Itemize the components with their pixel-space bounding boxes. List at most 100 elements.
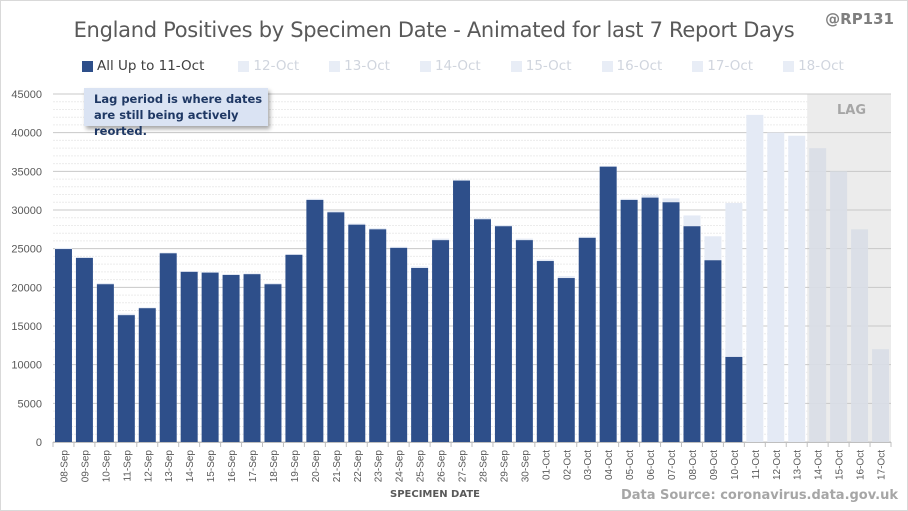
x-tick-label: 28-Sep [478,450,489,483]
x-tick-label: 16-Sep [227,450,238,483]
legend-label: 17-Oct [707,58,754,74]
ghost-bar-16-Oct [851,229,869,442]
bar-19-Sep [285,254,303,442]
x-axis-label: SPECIMEN DATE [390,489,480,500]
y-tick-label: 20000 [11,282,42,294]
x-tick-label: 11-Oct [751,450,762,479]
legend-label: All Up to 11-Oct [97,58,205,74]
bar-08-Oct [683,226,701,442]
ghost-bar-17-Oct [872,349,890,442]
lag-label: LAG [837,103,867,118]
y-tick-label: 25000 [11,244,42,256]
x-tick-label: 30-Sep [520,450,531,483]
bar-07-Oct [662,202,680,442]
bar-30-Sep [515,240,533,442]
chart-legend: All Up to 11-Oct 12-Oct 13-Oct 14-Oct 15-Oct… [82,58,874,74]
bar-23-Sep [369,229,387,442]
bar-09-Oct [704,260,722,442]
x-tick-label: 09-Sep [80,450,91,483]
y-tick-label: 10000 [11,360,42,372]
bar-06-Oct [641,197,659,442]
legend-item: All Up to 11-Oct [82,58,204,74]
bar-20-Sep [306,199,324,442]
y-tick-label: 0 [36,437,42,449]
x-tick-label: 24-Sep [395,450,406,483]
chart-title: England Positives by Specimen Date - Ani… [73,18,795,42]
x-tick-label: 03-Oct [583,450,594,480]
x-tick-label: 25-Sep [416,450,427,483]
y-tick-label: 30000 [11,205,42,217]
x-tick-label: 15-Oct [835,450,846,480]
bar-16-Sep [222,274,240,442]
x-tick-label: 19-Sep [290,450,301,483]
legend-swatch [329,60,341,72]
bar-26-Sep [432,240,450,442]
legend-label: 15-Oct [525,58,572,74]
x-tick-label: 17-Sep [248,450,259,483]
legend-item: 14-Oct [419,58,481,74]
x-tick-label: 17-Oct [877,450,888,480]
legend-swatch [238,60,250,72]
ghost-bar-12-Oct [767,132,785,442]
legend-swatch [783,60,795,72]
x-tick-label: 10-Sep [101,450,112,483]
legend-swatch [692,60,704,72]
legend-label: 13-Oct [344,58,390,74]
y-tick-label: 35000 [11,166,42,178]
legend-swatch [510,60,522,72]
bar-05-Oct [620,199,638,442]
x-tick-label: 29-Sep [499,450,510,483]
legend-item: 16-Oct [601,58,662,74]
bar-02-Oct [557,278,575,442]
y-tick-label: 5000 [18,398,42,410]
x-tick-label: 18-Sep [269,450,280,483]
x-tick-label: 08-Sep [59,450,70,483]
bar-15-Sep [201,272,219,442]
legend-label: 18-Oct [798,58,844,74]
y-tick-label: 45000 [11,89,42,101]
x-tick-label: 27-Sep [458,450,469,483]
legend-swatch [601,60,613,72]
x-tick-label: 10-Oct [730,450,741,480]
y-tick-label: 15000 [11,321,42,333]
bar-04-Oct [599,166,617,442]
bar-10-Sep [96,284,114,442]
x-tick-label: 11-Sep [122,450,133,482]
bar-03-Oct [578,237,596,442]
x-tick-label: 08-Oct [688,450,699,480]
bar-18-Sep [264,284,282,442]
x-tick-label: 22-Sep [353,450,364,483]
x-tick-label: 13-Oct [793,450,804,480]
x-tick-label: 23-Sep [374,450,385,483]
x-tick-label: 13-Sep [164,450,175,483]
x-tick-label: 06-Oct [646,450,657,480]
legend-item: 15-Oct [510,58,572,74]
bar-29-Sep [494,226,512,442]
author-handle: @RP131 [825,10,894,28]
legend-item: 18-Oct [783,58,844,74]
legend-swatch [82,60,93,72]
bar-10-Oct [725,356,743,442]
bar-09-Sep [75,257,93,442]
bar-27-Sep [453,180,471,442]
legend-item: 13-Oct [329,58,390,74]
ghost-bar-15-Oct [830,171,848,443]
ghost-bar-13-Oct [788,135,806,442]
legend-label: 12-Oct [253,58,300,74]
x-tick-label: 02-Oct [562,450,573,480]
lag-annotation: Lag period is where dates are still bein… [84,88,268,138]
bar-12-Sep [138,308,156,442]
x-tick-label: 12-Oct [772,450,783,480]
x-tick-label: 14-Oct [814,450,825,480]
legend-swatch [419,60,431,72]
bar-25-Sep [411,268,429,442]
x-tick-label: 04-Oct [604,450,615,480]
ghost-bar-14-Oct [809,148,827,442]
legend-label: 14-Oct [434,58,481,74]
bar-13-Sep [159,253,177,442]
x-tick-label: 16-Oct [856,450,867,480]
bar-08-Sep [54,249,72,442]
x-tick-label: 05-Oct [625,450,636,480]
x-tick-label: 26-Sep [437,450,448,483]
